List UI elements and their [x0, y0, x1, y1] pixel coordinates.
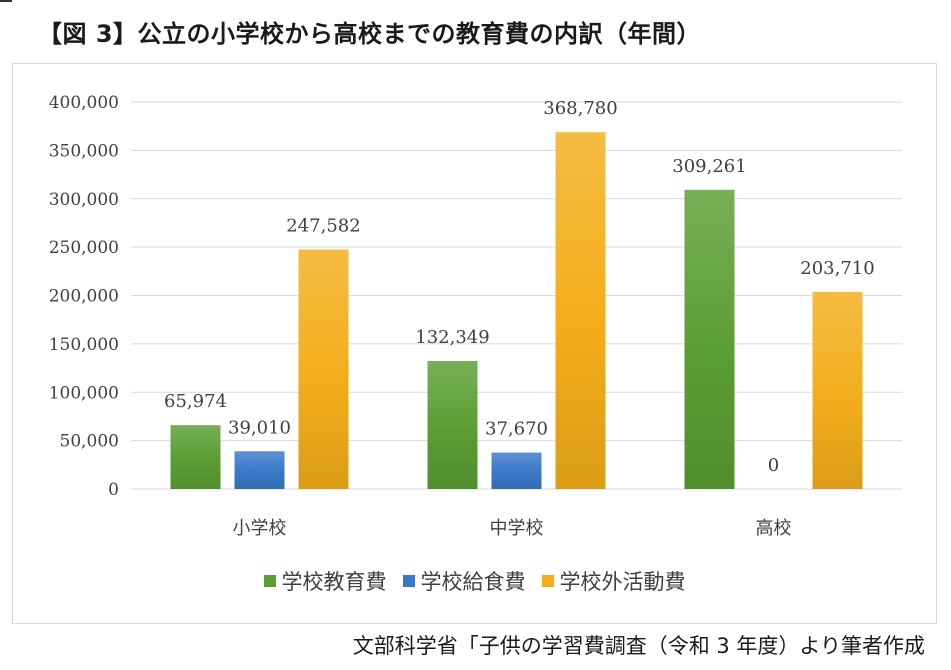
y-tick-label: 100,000: [49, 383, 119, 403]
y-tick-label: 250,000: [49, 238, 119, 258]
legend-item: 学校給食費: [402, 566, 526, 596]
bar: [555, 132, 606, 489]
source-note: 文部科学省「子供の学習費調査（令和 3 年度）より筆者作成: [352, 634, 925, 658]
data-label: 37,670: [485, 419, 548, 440]
bar: [427, 360, 478, 489]
data-label: 132,349: [415, 327, 489, 348]
x-category-label: 高校: [756, 518, 792, 539]
data-label: 65,974: [164, 391, 227, 412]
legend-label: 学校給食費: [420, 570, 526, 594]
y-tick-label: 150,000: [49, 335, 119, 355]
x-category-label: 中学校: [490, 518, 544, 539]
legend-label: 学校外活動費: [559, 570, 686, 594]
grid-layer: [131, 101, 902, 490]
x-category-label: 小学校: [233, 518, 287, 539]
bar-chart: 0 50,000 100,000 150,000 200,000 250,000 300,0…: [49, 93, 902, 539]
bar: [298, 249, 349, 489]
legend-swatch: [541, 575, 554, 587]
data-label: 0: [768, 455, 779, 476]
legend-swatch: [263, 575, 276, 587]
bars-layer: [170, 132, 863, 489]
y-tick-label: 200,000: [49, 287, 119, 307]
legend-swatch: [402, 575, 415, 587]
legend-label: 学校教育費: [281, 570, 387, 594]
chart-frame: 0 50,000 100,000 150,000 200,000 250,000 300,0…: [12, 63, 937, 624]
bar: [684, 189, 735, 489]
data-label: 203,710: [800, 258, 874, 279]
data-label: 309,261: [672, 156, 746, 177]
y-tick-label: 50,000: [60, 432, 119, 452]
y-tick-label: 400,000: [49, 93, 119, 113]
page-title: 【図 3】公立の小学校から高校までの教育費の内訳（年間）: [38, 20, 702, 48]
y-tick-label: 300,000: [49, 190, 119, 210]
bar: [234, 451, 285, 489]
x-axis-categories: 小学校 中学校 高校: [233, 518, 792, 539]
data-label: 247,582: [286, 215, 360, 236]
bar: [812, 291, 863, 489]
y-axis-ticks: 0 50,000 100,000 150,000 200,000 250,000 300,0…: [49, 93, 119, 500]
bar: [491, 452, 542, 489]
y-tick-label: 350,000: [49, 141, 119, 161]
corner-mark: [0, 0, 12, 7]
chart-legend: 学校教育費 学校給食費 学校外活動費: [13, 566, 936, 596]
y-tick-label: 0: [108, 480, 119, 500]
legend-item: 学校外活動費: [541, 566, 686, 596]
bar: [170, 425, 221, 489]
legend-item: 学校教育費: [263, 566, 387, 596]
data-label: 368,780: [543, 98, 617, 119]
data-label: 39,010: [228, 417, 291, 438]
